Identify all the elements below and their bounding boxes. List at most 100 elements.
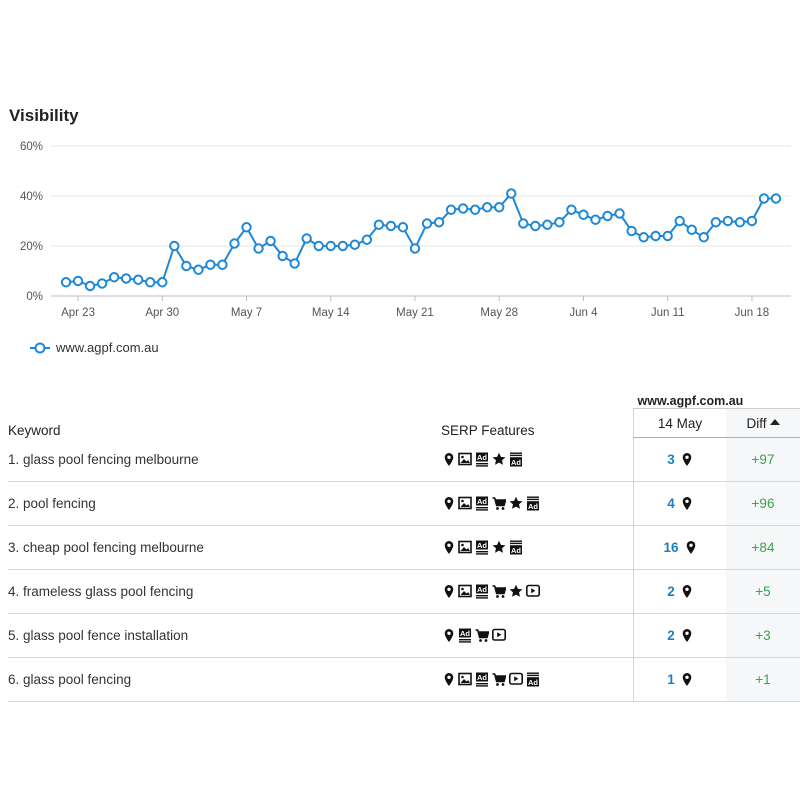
data-point [494,202,505,213]
data-point [457,203,469,214]
cart-icon [492,585,506,598]
header-date[interactable]: 14 May [633,408,726,438]
table-row[interactable]: 1. glass pool fencing melbourne Ad Ad 3 +97 [8,437,800,482]
data-point [289,258,300,269]
data-point [590,214,601,225]
data-point [734,217,746,228]
video-icon [526,584,540,597]
data-point [96,278,108,289]
diff-cell: +97 [726,437,800,482]
position-cell[interactable]: 3 [633,437,726,482]
data-point [674,215,685,227]
map-pin-icon [682,585,692,598]
chart-legend[interactable]: www.agpf.com.au [30,340,159,355]
map-pin-icon [682,453,692,466]
data-point [710,217,722,228]
y-tick-label: 40% [20,191,43,203]
data-point [373,219,385,230]
data-point [253,243,264,254]
data-point [313,240,324,252]
cart-icon [475,629,489,642]
position-value: 4 [667,496,675,511]
data-point [301,233,312,244]
star-icon [492,540,506,553]
table-row[interactable]: 2. pool fencing Ad Ad 4 +96 [8,481,800,526]
legend-label: www.agpf.com.au [56,340,159,355]
svg-text:Ad: Ad [528,678,538,687]
ad-icon: Ad [476,672,488,687]
header-domain: www.agpf.com.au [637,394,744,408]
table-row[interactable]: 6. glass pool fencing Ad Ad 1 +1 [8,657,800,702]
serp-features-cell: Ad Ad [436,525,634,570]
keyword-cell[interactable]: 3. cheap pool fencing melbourne [8,525,436,570]
position-cell[interactable]: 2 [633,613,726,658]
data-point [205,259,216,270]
keyword-cell[interactable]: 5. glass pool fence installation [8,613,436,658]
data-point [469,204,481,215]
x-tick-label: Apr 30 [145,307,179,319]
map-pin-icon [686,541,695,554]
data-point [145,277,156,288]
y-tick-label: 0% [26,291,43,303]
data-point [686,224,697,235]
position-cell[interactable]: 4 [633,481,726,526]
section-title: Visibility [9,106,79,125]
position-value: 3 [667,452,675,467]
data-point [72,275,84,287]
ad-icon: Ad [476,452,488,467]
data-point [506,188,517,199]
position-cell[interactable]: 1 [633,657,726,702]
data-point [445,204,457,215]
header-diff[interactable]: Diff [726,408,800,438]
position-cell[interactable]: 16 [633,525,726,570]
data-point [433,217,445,228]
svg-text:Ad: Ad [528,502,538,511]
keyword-cell[interactable]: 2. pool fencing [8,481,436,526]
ad-icon: Ad [476,584,488,599]
data-point [481,202,493,213]
map-pin-icon [444,541,454,554]
svg-text:Ad: Ad [460,629,470,638]
star-icon [492,452,506,465]
data-point [241,222,252,233]
svg-text:Ad: Ad [477,453,487,462]
position-value: 16 [663,540,679,555]
legend-marker-icon [30,342,50,353]
data-point [421,218,433,229]
x-tick-label: Jun 11 [651,307,685,319]
table-row[interactable]: 4. frameless glass pool fencing Ad 2 +5 [8,569,800,614]
image-icon [458,540,472,554]
data-point [133,274,144,285]
data-point [265,235,276,247]
keyword-cell[interactable]: 6. glass pool fencing [8,657,436,702]
video-icon [492,628,506,641]
svg-text:Ad: Ad [477,673,487,682]
diff-cell: +3 [726,613,800,658]
sort-ascending-icon [769,418,780,425]
data-point [193,264,204,275]
data-point [108,272,120,283]
data-point [337,240,348,252]
table-row[interactable]: 5. glass pool fence installation Ad 2 +3 [8,613,800,658]
ad-icon: Ad [459,628,471,643]
data-point [385,220,397,232]
svg-text:Ad: Ad [477,541,487,550]
data-point [722,215,734,227]
data-point [349,239,361,250]
data-point [602,210,613,222]
data-point [650,230,661,242]
ad-bottom-icon: Ad [510,540,522,555]
y-tick-label: 20% [20,241,43,253]
keyword-cell[interactable]: 4. frameless glass pool fencing [8,569,436,614]
data-point [277,250,288,262]
map-pin-icon [682,629,692,642]
table-row[interactable]: 3. cheap pool fencing melbourne Ad Ad 16 +84 [8,525,800,570]
x-tick-label: May 7 [231,307,262,319]
keyword-cell[interactable]: 1. glass pool fencing melbourne [8,437,436,482]
header-keyword: Keyword [8,422,61,438]
position-cell[interactable]: 2 [633,569,726,614]
diff-cell: +5 [726,569,800,614]
data-point [60,277,72,288]
x-tick-label: May 14 [312,307,350,319]
data-point [157,277,168,288]
